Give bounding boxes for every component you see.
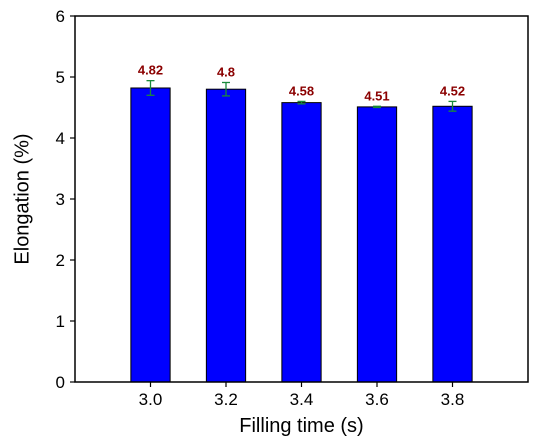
data-label-3.0: 4.82 bbox=[138, 63, 163, 78]
y-axis-ticks: 0 1 2 3 4 5 6 bbox=[56, 7, 75, 392]
y-tick-label-1: 1 bbox=[56, 312, 65, 331]
bar-3.0 bbox=[130, 87, 171, 383]
error-bar-3.6 bbox=[373, 105, 381, 109]
error-bar-3.2 bbox=[222, 81, 230, 97]
data-label-3.2: 4.8 bbox=[217, 64, 235, 79]
bar-3.6 bbox=[356, 106, 398, 383]
y-axis-title: Elongation (%) bbox=[11, 133, 33, 264]
y-tick-label-5: 5 bbox=[56, 68, 65, 87]
bar-3.4 bbox=[281, 102, 322, 383]
y-tick-label-4: 4 bbox=[56, 129, 65, 148]
x-tick-label-3.0: 3.0 bbox=[139, 390, 163, 409]
y-tick-label-0: 0 bbox=[56, 373, 65, 392]
data-labels-layer: 4.82 4.8 4.58 4.51 4.52 bbox=[138, 63, 465, 104]
data-label-3.4: 4.58 bbox=[289, 83, 314, 98]
x-tick-label-3.4: 3.4 bbox=[290, 390, 314, 409]
x-tick-label-3.2: 3.2 bbox=[214, 390, 238, 409]
error-bars-layer bbox=[146, 80, 457, 112]
data-label-3.8: 4.52 bbox=[440, 83, 465, 98]
x-tick-label-3.8: 3.8 bbox=[441, 390, 465, 409]
x-tick-label-3.6: 3.6 bbox=[365, 390, 389, 409]
bars-layer bbox=[130, 87, 473, 383]
data-label-3.6: 4.51 bbox=[364, 88, 389, 103]
x-axis-ticks: 3.0 3.2 3.4 3.6 3.8 bbox=[139, 382, 465, 409]
bar-3.2 bbox=[205, 88, 247, 383]
error-bar-3.4 bbox=[297, 100, 306, 105]
x-axis-title: Filling time (s) bbox=[239, 415, 363, 437]
y-tick-label-6: 6 bbox=[56, 7, 65, 26]
y-tick-label-2: 2 bbox=[56, 251, 65, 270]
error-bar-3.8 bbox=[448, 100, 457, 112]
bar-3.8 bbox=[432, 105, 473, 383]
error-bar-3.0 bbox=[146, 80, 155, 96]
y-tick-label-3: 3 bbox=[56, 190, 65, 209]
